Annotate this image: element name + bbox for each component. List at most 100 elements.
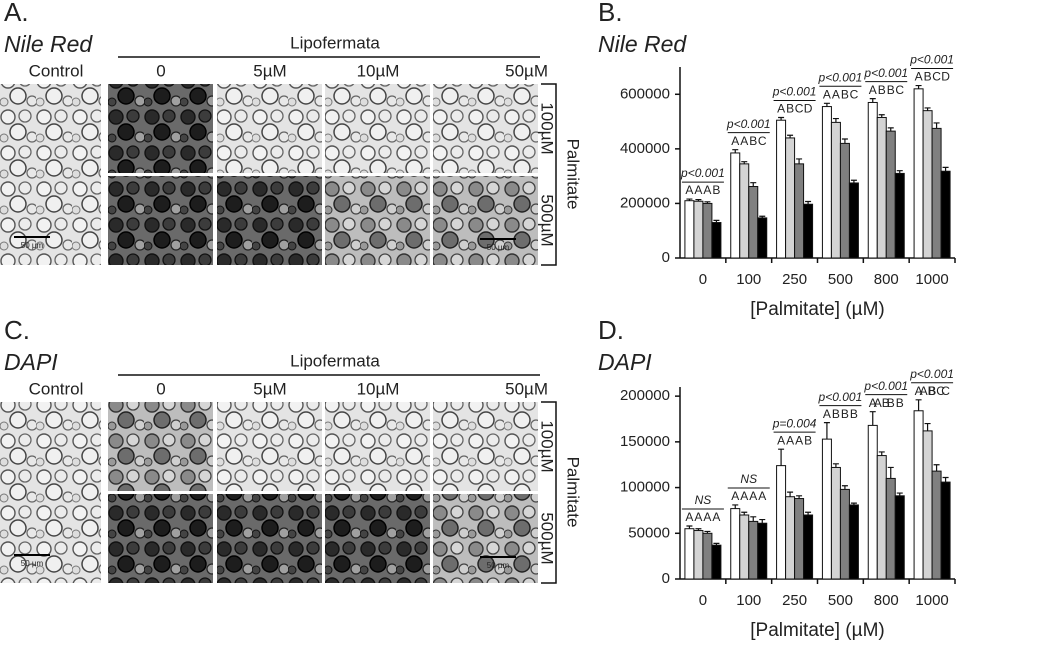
significance-letter: B — [878, 83, 886, 97]
significance-letter: A — [869, 396, 877, 410]
error-bar — [741, 511, 748, 515]
error-bar — [878, 114, 885, 118]
micrograph — [217, 494, 322, 583]
bar — [867, 101, 878, 259]
bar — [830, 466, 841, 580]
p-value: p<0.001 — [909, 53, 954, 67]
significance-letter: A — [703, 183, 711, 197]
bar — [702, 532, 713, 580]
significance-letter: A — [740, 489, 748, 503]
bar — [693, 530, 704, 580]
error-bar — [787, 491, 794, 497]
error-bar — [942, 476, 949, 483]
error-bar — [805, 511, 812, 515]
bracket — [541, 401, 557, 584]
error-bar — [841, 138, 848, 144]
significance-letter: B — [841, 87, 849, 101]
error-bar — [713, 542, 720, 546]
stain-label: DAPI — [4, 349, 58, 375]
significance-letter: A — [777, 433, 785, 447]
significance-letter: B — [804, 433, 812, 447]
error-bar — [732, 504, 739, 509]
error-bar — [942, 166, 949, 172]
p-value: p<0.001 — [680, 166, 725, 180]
bar — [894, 172, 905, 259]
bar — [839, 142, 850, 259]
error-bar — [750, 182, 757, 187]
palmitate-dose: 500µM — [538, 512, 557, 564]
dose-label: 50µM — [505, 61, 548, 80]
control-label: Control — [29, 379, 84, 398]
error-bar — [841, 485, 848, 490]
bar — [940, 481, 951, 580]
significance-letter: A — [731, 489, 739, 503]
bar — [776, 119, 787, 259]
error-bar — [695, 199, 702, 202]
error-bar — [924, 107, 931, 111]
significance-letter: C — [850, 87, 859, 101]
x-tick-label: 800 — [874, 271, 899, 288]
bar — [684, 528, 695, 580]
significance-letter: AB — [874, 396, 890, 410]
p-value: p<0.001 — [818, 70, 863, 84]
micrograph — [433, 494, 538, 583]
micrograph — [325, 84, 430, 173]
bar — [922, 110, 933, 259]
significance-letter: A — [915, 70, 923, 84]
error-bar — [778, 448, 785, 466]
error-bar — [805, 200, 812, 205]
significance-letter: C — [758, 134, 767, 148]
dose-label: 50µM — [505, 379, 548, 398]
bar — [803, 514, 814, 580]
bar — [739, 163, 750, 259]
y-tick-label: 100000 — [620, 479, 670, 496]
significance-letter: B — [841, 407, 849, 421]
error-bar — [823, 422, 830, 440]
error-bar — [878, 451, 885, 456]
x-tick-label: 0 — [699, 592, 707, 609]
error-bar — [915, 399, 922, 411]
micrograph — [108, 494, 213, 583]
error-bar — [686, 198, 693, 201]
significance-letter: C — [795, 102, 804, 116]
x-tick-label: 500 — [828, 271, 853, 288]
significance-letter: A — [694, 510, 702, 524]
y-tick-label: 50000 — [628, 524, 670, 541]
p-value: NS — [740, 472, 757, 486]
significance-letter: A — [915, 384, 923, 398]
bar — [830, 121, 841, 259]
error-bar — [896, 170, 903, 174]
micrograph — [0, 84, 101, 265]
error-bar — [741, 161, 748, 164]
significance-letter: A — [786, 433, 794, 447]
bar — [913, 88, 924, 259]
p-value: p<0.001 — [772, 85, 817, 99]
bar — [711, 544, 722, 580]
p-value: p<0.001 — [863, 379, 908, 393]
error-bar — [850, 179, 857, 183]
scale-bar-label: 50 µm — [487, 561, 510, 570]
error-bar — [704, 201, 711, 204]
p-value: p=0.004 — [772, 416, 817, 430]
error-bar — [832, 117, 839, 123]
y-tick-label: 400000 — [620, 140, 670, 157]
x-axis-label: [Palmitate] (µM) — [750, 620, 884, 640]
stain-label: Nile Red — [4, 31, 93, 57]
treatment-label: Lipofermata — [290, 33, 380, 52]
bar — [730, 508, 741, 580]
y-tick-label: 600000 — [620, 85, 670, 102]
bar — [794, 163, 805, 259]
panel-label: D. — [598, 315, 624, 345]
bar — [730, 152, 741, 259]
p-value: p<0.001 — [726, 117, 771, 131]
control-label: Control — [29, 61, 84, 80]
dose-label: 10µM — [357, 379, 400, 398]
treatment-label: Lipofermata — [290, 351, 380, 370]
micrograph — [433, 176, 538, 265]
significance-letter: B — [924, 70, 932, 84]
micrograph — [325, 176, 430, 265]
bar — [785, 137, 796, 259]
error-bar — [750, 516, 757, 522]
chart-title: DAPI — [598, 349, 652, 375]
significance-letter: B — [749, 134, 757, 148]
